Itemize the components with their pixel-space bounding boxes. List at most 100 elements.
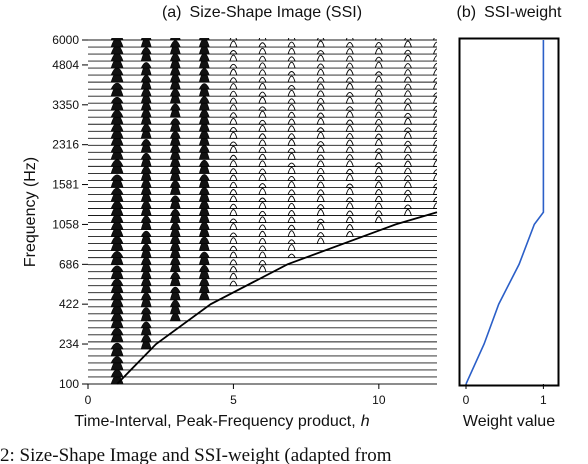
ssi-pulse-mark (229, 203, 238, 209)
ssi-pulse-mark (432, 77, 437, 83)
ssi-y-tick-label: 1058 (52, 217, 79, 231)
ssi-pulse-mark (198, 277, 210, 286)
ssi-pulse-mark (432, 41, 437, 48)
ssi-pulse-mark (432, 38, 437, 41)
ssi-pulse-mark (403, 181, 413, 188)
ssi-pulse-mark (229, 272, 238, 280)
ssi-pulse-mark (198, 251, 210, 258)
ssi-y-tick-label: 100 (59, 377, 79, 391)
ssi-pulse-mark (229, 209, 238, 216)
ssi-pulse-mark (345, 224, 354, 231)
ssi-pulse-mark (198, 174, 210, 181)
ssi-pulse-mark (345, 210, 354, 216)
ssi-pulse-mark (169, 195, 181, 202)
ssi-pulse-mark (316, 112, 325, 118)
ssi-pulse-mark (316, 141, 325, 146)
ssi-pulse-mark (287, 71, 296, 76)
ssi-pulse-mark (258, 139, 267, 146)
ssi-pulse-mark (110, 278, 124, 286)
ssi-pulse-mark (403, 54, 413, 62)
ssi-pulse-mark (198, 264, 210, 272)
ssi-pulse-mark (258, 265, 267, 273)
ssi-pulse-mark (316, 38, 325, 41)
ssi-pulse-mark (374, 56, 383, 62)
ssi-pulse-mark (316, 189, 325, 195)
ssi-pulse-mark (374, 133, 383, 139)
ssi-pulse-mark (287, 224, 296, 231)
ssi-pulse-mark (258, 251, 267, 259)
ssi-pulse-mark (316, 154, 325, 160)
ssi-pulse-mark (229, 104, 238, 111)
ssi-pulse-mark (432, 125, 437, 132)
ssi-pulse-mark (140, 152, 152, 160)
ssi-pulse-mark (432, 68, 437, 76)
ssi-pulse-mark (229, 68, 238, 76)
ssi-pulse-mark (316, 117, 325, 125)
ssi-pulse-mark (345, 197, 354, 202)
ssi-pulse-mark (432, 105, 437, 111)
ssi-pulse-mark (287, 56, 296, 62)
ssi-pulse-mark (316, 167, 325, 174)
ssi-pulse-mark (110, 327, 124, 336)
ssi-pulse-mark (345, 62, 354, 69)
ssi-pulse-mark (287, 38, 296, 41)
ssi-pulse-mark (110, 251, 124, 258)
ssi-pulse-mark (374, 189, 383, 195)
ssi-pulse-mark (345, 174, 354, 181)
ssi-pulse-mark (432, 173, 437, 181)
ssi-pulse-mark (374, 104, 383, 111)
ssi-pulse-mark (140, 292, 152, 301)
ssi-pulse-mark (169, 221, 181, 230)
ssi-pulse-mark (432, 62, 437, 69)
ssi-pulse-marks (110, 38, 437, 385)
ssi-pulse-mark (374, 152, 383, 160)
ssi-pulse-mark (229, 77, 238, 83)
ssi-pulse-mark (258, 153, 267, 160)
ssi-pulse-mark (316, 218, 325, 223)
ssi-pulse-mark (316, 181, 325, 188)
ssi-pulse-mark (258, 91, 267, 97)
ssi-pulse-mark (169, 208, 181, 216)
ssi-pulse-mark (316, 97, 325, 104)
ssi-y-axis-label: Frequency (Hz) (22, 157, 39, 267)
ssi-y-tick-label: 686 (59, 257, 79, 271)
ssi-y-tick-label: 2316 (52, 138, 79, 152)
ssi-pulse-mark (287, 176, 296, 181)
ssi-pulse-mark (345, 55, 354, 62)
ssi-pulse-mark (345, 96, 354, 104)
ssi-pulse-mark (140, 62, 152, 69)
ssi-pulse-mark (287, 216, 296, 223)
ssi-pulse-mark (258, 69, 267, 76)
ssi-pulse-mark (198, 38, 210, 41)
ssi-pulse-mark (345, 38, 354, 41)
ssi-pulse-mark (229, 280, 238, 287)
ssi-pulse-mark (140, 123, 152, 132)
ssi-pulse-mark (316, 104, 325, 111)
ssi-pulse-mark (374, 84, 383, 90)
ssi-pulse-mark (345, 188, 354, 195)
ssi-pulse-mark (287, 244, 296, 252)
ssi-weight-frame (458, 37, 560, 387)
ssi-pulse-mark (110, 38, 124, 41)
ssi-pulse-mark (258, 202, 267, 209)
ssi-pulse-mark (345, 231, 354, 238)
ssi-pulse-mark (169, 180, 181, 188)
ssi-pulse-mark (229, 174, 238, 181)
ssi-pulse-mark (345, 216, 354, 223)
ssi-pulse-mark (316, 237, 325, 245)
ssi-pulse-mark (110, 67, 124, 76)
ssi-pulse-mark (316, 54, 325, 62)
figure-caption: 2: Size-Shape Image and SSI-weight (adap… (0, 445, 392, 464)
ssi-pulse-mark (432, 154, 437, 160)
ssi-pulse-mark (345, 82, 354, 90)
ssi-pulse-mark (403, 90, 413, 97)
ssi-pulse-mark (110, 96, 124, 104)
ssi-pulse-mark (287, 104, 296, 111)
ssi-weight-panel-title: (b) SSI-weight (457, 4, 562, 21)
ssi-pulse-mark (229, 112, 238, 118)
ssi-pulse-mark (229, 38, 238, 41)
ssi-pulse-mark (140, 38, 152, 41)
ssi-pulse-mark (287, 253, 296, 259)
